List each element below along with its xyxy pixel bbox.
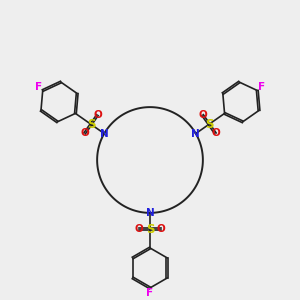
Text: O: O: [134, 224, 143, 234]
Text: S: S: [146, 223, 154, 236]
Text: F: F: [35, 82, 42, 92]
Text: O: O: [198, 110, 207, 120]
Text: N: N: [100, 129, 109, 139]
Text: N: N: [146, 208, 154, 218]
Text: N: N: [191, 129, 200, 139]
Text: O: O: [157, 224, 166, 234]
Text: S: S: [87, 118, 95, 131]
Text: O: O: [93, 110, 102, 120]
Text: F: F: [146, 288, 154, 298]
Text: S: S: [205, 118, 213, 131]
Text: F: F: [258, 82, 265, 92]
Text: O: O: [80, 128, 89, 138]
Text: O: O: [211, 128, 220, 138]
